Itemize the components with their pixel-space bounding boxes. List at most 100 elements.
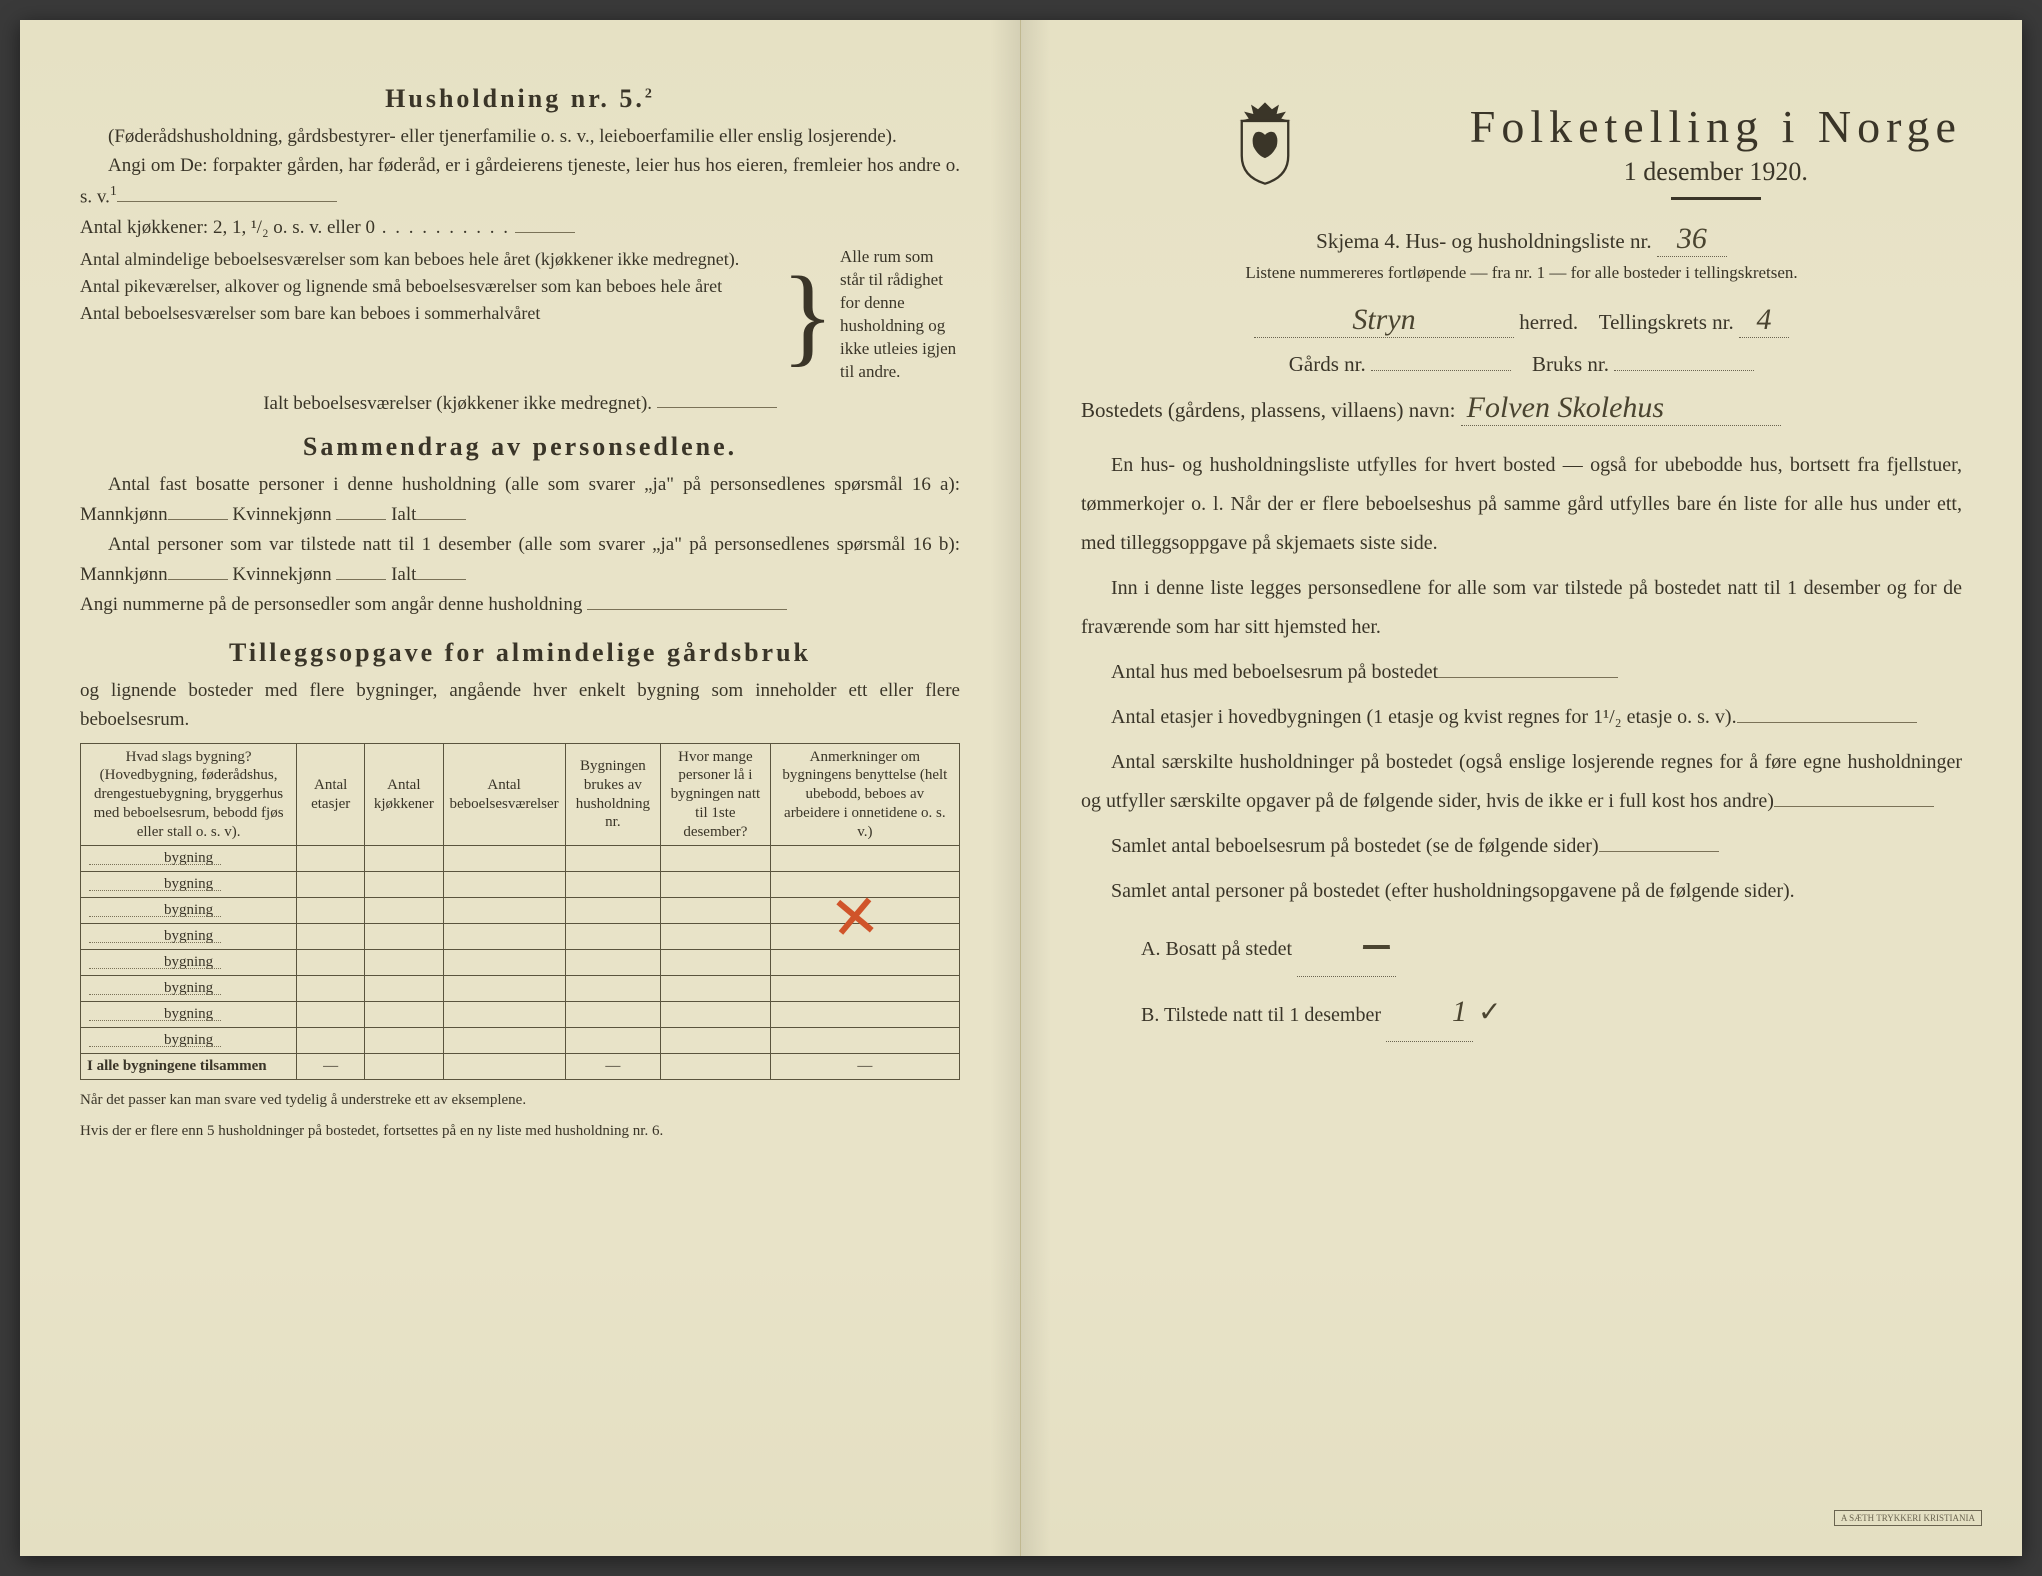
cell [443, 976, 565, 1002]
bygning-cell: bygning [81, 872, 297, 898]
fill [168, 559, 228, 580]
b-value: 1 [1386, 983, 1473, 1043]
brace-right-text: Alle rum som står til rådighet for denne… [840, 246, 960, 384]
h5-sup: 2 [645, 86, 655, 101]
cell [365, 1002, 443, 1028]
b-line: B. Tilstede natt til 1 desember 1 ✓ [1081, 983, 1962, 1043]
para-1: En hus- og husholdningsliste utfylles fo… [1081, 446, 1962, 563]
bosted-row: Bostedets (gårdens, plassens, villaens) … [1081, 391, 1962, 426]
cell [770, 1028, 959, 1054]
document-spread: Husholdning nr. 5.2 (Føderådshusholdning… [20, 20, 2022, 1556]
table-row: bygning [81, 976, 960, 1002]
th-0: Hvad slags bygning? (Hovedbygning, føder… [81, 743, 297, 846]
cell [661, 924, 771, 950]
title-block: Folketelling i Norge 1 desember 1920. [1081, 100, 1962, 216]
cell [443, 924, 565, 950]
etasjer-line: Antal etasjer i hovedbygningen (1 etasje… [1081, 698, 1962, 737]
bygning-table: Hvad slags bygning? (Hovedbygning, føder… [80, 743, 960, 1081]
h5-sup2: 1 [110, 184, 117, 199]
bruks-label: Bruks nr. [1532, 352, 1609, 376]
para-2: Inn i denne liste legges personsedlene f… [1081, 569, 1962, 647]
table-row: bygning [81, 1002, 960, 1028]
dash: — [770, 1054, 959, 1080]
table-row: bygning [81, 898, 960, 924]
samlet-rum-text: Samlet antal beboelsesrum på bostedet (s… [1111, 835, 1599, 857]
kitchens-text: Antal kjøkkener: 2, 1, ¹/₂ o. s. v. elle… [80, 217, 375, 238]
table-row: bygning [81, 846, 960, 872]
cell [770, 872, 959, 898]
cell [365, 1054, 443, 1080]
tellingskrets-label: Tellingskrets nr. [1599, 310, 1734, 334]
sammen-p3-text: Angi nummerne på de personsedler som ang… [80, 594, 582, 615]
antal-hus-text: Antal hus med beboelsesrum på bostedet [1111, 661, 1438, 683]
cell [297, 1002, 365, 1028]
sammen-kv: Kvinnekjønn [232, 504, 331, 525]
cell [297, 950, 365, 976]
bygning-cell: bygning [81, 924, 297, 950]
table-row: bygning [81, 950, 960, 976]
tilsammen-label: I alle bygningene tilsammen [81, 1054, 297, 1080]
cell [661, 976, 771, 1002]
brace-block: Antal almindelige beboelsesværelser som … [80, 246, 960, 384]
cell [297, 1028, 365, 1054]
sammen-p2: Antal personer som var tilstede natt til… [80, 530, 960, 590]
table-foot: I alle bygningene tilsammen — — — [81, 1054, 960, 1080]
a-value: — [1297, 917, 1396, 977]
cell [297, 846, 365, 872]
sammen-p1: Antal fast bosatte personer i denne hush… [80, 470, 960, 530]
antal-hus-line: Antal hus med beboelsesrum på bostedet [1081, 653, 1962, 692]
fill [416, 499, 466, 520]
cell [443, 950, 565, 976]
fill-line [117, 181, 337, 202]
brace-line-2: Antal pikeværelser, alkover og lignende … [80, 273, 775, 300]
table-wrap: Hvad slags bygning? (Hovedbygning, føder… [80, 743, 960, 1081]
table-head: Hvad slags bygning? (Hovedbygning, føder… [81, 743, 960, 846]
bygning-cell: bygning [81, 976, 297, 1002]
printer-stamp: A SÆTH TRYKKERI KRISTIANIA [1834, 1510, 1982, 1526]
cell [443, 1054, 565, 1080]
th-5: Hvor mange personer lå i bygningen natt … [661, 743, 771, 846]
table-row: bygning [81, 924, 960, 950]
cell [565, 950, 660, 976]
kitchens-line: Antal kjøkkener: 2, 1, ¹/₂ o. s. v. elle… [80, 212, 960, 242]
cell [565, 1028, 660, 1054]
coat-of-arms-icon [1230, 100, 1300, 186]
left-page: Husholdning nr. 5.2 (Føderådshusholdning… [20, 20, 1021, 1556]
cell [565, 846, 660, 872]
bruks-value [1614, 370, 1754, 371]
ialt-line: Ialt beboelsesværelser (kjøkkener ikke m… [80, 388, 960, 418]
gards-label: Gårds nr. [1289, 352, 1366, 376]
fill [168, 499, 228, 520]
dash: — [297, 1054, 365, 1080]
cell [770, 924, 959, 950]
cell [661, 950, 771, 976]
fill [1599, 830, 1719, 852]
subtitle: 1 desember 1920. [1470, 157, 1962, 187]
bosted-label: Bostedets (gårdens, plassens, villaens) … [1081, 398, 1455, 422]
fill [1438, 656, 1618, 678]
gards-value [1371, 370, 1511, 371]
cell [365, 924, 443, 950]
sammendrag-title: Sammendrag av personsedlene. [80, 432, 960, 462]
dash: — [565, 1054, 660, 1080]
cell [770, 846, 959, 872]
cell [661, 1054, 771, 1080]
sammen-ialt: Ialt [391, 504, 416, 525]
sammen-kv2: Kvinnekjønn [232, 564, 331, 585]
cell [565, 976, 660, 1002]
h5-para1: (Føderådshusholdning, gårdsbestyrer- ell… [80, 122, 960, 151]
tellingskrets-nr: 4 [1739, 303, 1789, 338]
skjema-nr: 36 [1657, 222, 1727, 257]
samlet-pers-line: Samlet antal personer på bostedet (efter… [1081, 872, 1962, 911]
cell [443, 1028, 565, 1054]
cell [565, 898, 660, 924]
fill [336, 559, 386, 580]
cell [365, 898, 443, 924]
cell [297, 872, 365, 898]
fill [1737, 701, 1917, 723]
th-3: Antal beboelsesværelser [443, 743, 565, 846]
right-page: Folketelling i Norge 1 desember 1920. Sk… [1021, 20, 2022, 1556]
cell [661, 898, 771, 924]
cell [661, 1002, 771, 1028]
cell [770, 898, 959, 924]
